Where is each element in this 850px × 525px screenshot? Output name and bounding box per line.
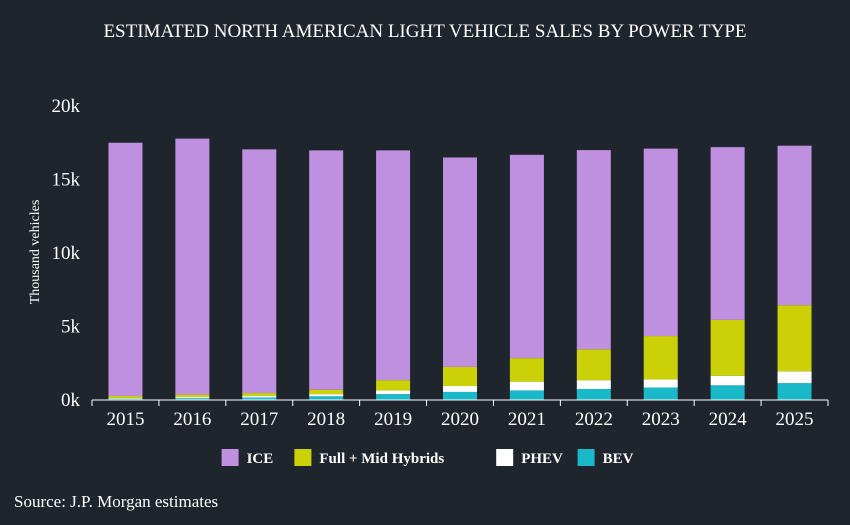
- legend-swatch-full-mid-hybrids: [294, 449, 312, 466]
- legend: ICE Full + Mid Hybrids PHEV BEV: [221, 449, 634, 467]
- x-tick-label: 2021: [508, 409, 546, 430]
- bar-segment-ice-2016: [175, 138, 210, 395]
- legend-label-ice: ICE: [247, 451, 274, 467]
- bar-segment-full-mid-hybrids-2023: [643, 336, 678, 380]
- bar-segment-ice-2020: [443, 157, 477, 367]
- source-note: Source: J.P. Morgan estimates: [14, 492, 218, 511]
- bar-segment-phev-2021: [509, 381, 544, 391]
- bar-segment-ice-2025: [777, 145, 812, 306]
- bar-segment-phev-2018: [309, 394, 344, 397]
- bar-segment-full-mid-hybrids-2017: [242, 393, 277, 397]
- x-tick-label: 2020: [441, 409, 479, 430]
- x-tick-label: 2016: [173, 409, 211, 430]
- bar-segment-phev-2024: [710, 375, 745, 386]
- legend-label-phev: PHEV: [521, 451, 563, 467]
- legend-label-full-mid-hybrids: Full + Mid Hybrids: [319, 451, 444, 467]
- bar-segment-phev-2023: [643, 379, 678, 388]
- bar-segment-bev-2018: [309, 396, 344, 400]
- legend-label-bev: BEV: [603, 451, 634, 467]
- bar-segment-ice-2024: [710, 147, 745, 320]
- bar-segment-full-mid-hybrids-2020: [443, 366, 477, 387]
- bar-segment-full-mid-hybrids-2016: [175, 394, 210, 398]
- bar-segment-full-mid-hybrids-2015: [108, 396, 143, 399]
- bar-segment-bev-2023: [643, 387, 678, 400]
- bar-segment-full-mid-hybrids-2024: [710, 319, 745, 376]
- bar-segment-phev-2022: [576, 380, 611, 389]
- bar-segment-phev-2020: [443, 386, 477, 392]
- bar-segment-full-mid-hybrids-2019: [376, 380, 411, 391]
- y-axis-label: Thousand vehicles: [28, 200, 43, 305]
- bar-segment-full-mid-hybrids-2025: [777, 305, 812, 372]
- legend-swatch-ice: [221, 449, 239, 466]
- bar-segment-ice-2018: [309, 150, 344, 390]
- x-tick-label: 2015: [106, 409, 144, 430]
- bar-segment-ice-2017: [242, 149, 277, 394]
- bar-segment-ice-2015: [108, 142, 143, 397]
- bar-segment-full-mid-hybrids-2018: [309, 389, 344, 395]
- x-tick-label: 2022: [575, 409, 613, 430]
- x-tick-label: 2019: [374, 409, 412, 430]
- y-tick-label: 15k: [52, 170, 81, 191]
- bar-segment-ice-2021: [509, 154, 544, 359]
- y-tick-label: 10k: [52, 243, 81, 264]
- bar-segment-bev-2015: [108, 398, 143, 400]
- bar-segment-bev-2024: [710, 385, 745, 400]
- bar-segment-phev-2017: [242, 396, 277, 398]
- bar-segment-bev-2017: [242, 397, 277, 400]
- bar-segment-phev-2015: [108, 398, 143, 399]
- x-tick-label: 2017: [240, 409, 278, 430]
- legend-swatch-bev: [577, 449, 595, 466]
- bar-segment-bev-2020: [443, 391, 477, 400]
- bars: [108, 138, 812, 400]
- x-tick-label: 2018: [307, 409, 345, 430]
- bar-segment-phev-2016: [175, 397, 210, 399]
- legend-swatch-phev: [496, 449, 514, 466]
- bar-segment-bev-2022: [576, 388, 611, 400]
- x-tick-label: 2023: [642, 409, 680, 430]
- bar-segment-phev-2025: [777, 371, 812, 384]
- bar-segment-full-mid-hybrids-2022: [576, 349, 611, 381]
- bar-segment-bev-2019: [376, 394, 411, 400]
- bar-segment-ice-2023: [643, 148, 678, 337]
- chart-title: ESTIMATED NORTH AMERICAN LIGHT VEHICLE S…: [103, 21, 746, 42]
- y-tick-label: 20k: [52, 96, 81, 117]
- y-ticks: 0k 5k 10k 15k 20k: [52, 96, 81, 411]
- y-tick-label: 0k: [61, 390, 81, 411]
- bar-segment-bev-2021: [509, 390, 544, 400]
- bar-segment-bev-2016: [175, 398, 210, 400]
- x-ticks: 2015 2016 2017 2018 2019 2020 2021 2022 2023 2024…: [91, 400, 829, 430]
- x-tick-label: 2025: [776, 409, 814, 430]
- bar-segment-phev-2019: [376, 390, 411, 395]
- bar-segment-full-mid-hybrids-2021: [509, 358, 544, 382]
- y-tick-label: 5k: [61, 317, 81, 338]
- x-tick-label: 2024: [709, 409, 748, 430]
- bar-segment-ice-2019: [376, 150, 411, 381]
- bar-segment-ice-2022: [576, 150, 611, 350]
- bar-segment-bev-2025: [777, 383, 812, 400]
